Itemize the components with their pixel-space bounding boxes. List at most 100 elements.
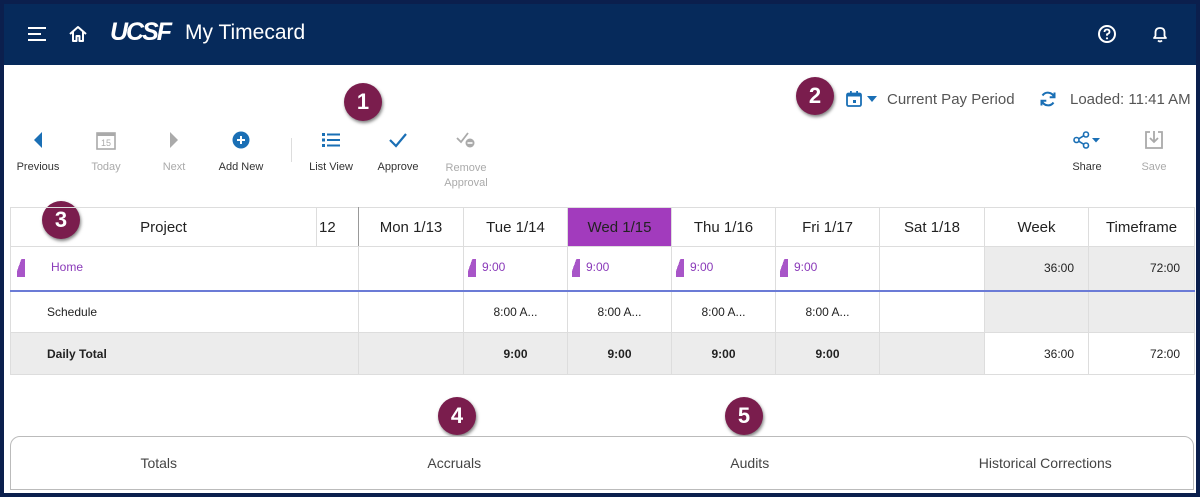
day-cell[interactable]: 9:00 <box>671 246 776 292</box>
add-new-button[interactable]: Add New <box>201 128 281 173</box>
day-cell[interactable]: 9:00 <box>775 246 880 292</box>
entry-flag-icon <box>780 259 788 278</box>
week-total-cell: 36:00 <box>984 246 1089 292</box>
day-cell[interactable] <box>358 246 464 292</box>
help-icon[interactable] <box>1095 22 1119 46</box>
list-view-button[interactable]: List View <box>291 128 371 173</box>
remove-approval-button[interactable]: Remove Approval <box>426 128 506 191</box>
day-cell <box>358 290 464 333</box>
save-icon <box>1114 128 1194 152</box>
arrow-left-icon <box>4 128 78 152</box>
add-new-label: Add New <box>218 161 264 173</box>
loaded-status: Loaded: 11:41 AM <box>1038 88 1191 110</box>
column-header-timeframe: Timeframe <box>1088 207 1195 247</box>
column-header-day[interactable]: Thu 1/16 <box>671 207 776 247</box>
column-header-day[interactable]: Sat 1/18 <box>879 207 985 247</box>
timecard-grid: Project 12 Mon 1/13 Tue 1/14 Wed 1/15 Th… <box>10 207 1195 375</box>
calendar-icon <box>845 90 863 108</box>
schedule-cell[interactable]: 8:00 A... <box>775 290 880 333</box>
schedule-cell[interactable]: 8:00 A... <box>463 290 568 333</box>
column-header-day[interactable]: Tue 1/14 <box>463 207 568 247</box>
tab-totals[interactable]: Totals <box>140 455 178 471</box>
day-cell[interactable] <box>879 246 985 292</box>
grid-header-row: Project 12 Mon 1/13 Tue 1/14 Wed 1/15 Th… <box>10 207 1195 247</box>
timeframe-total-cell <box>1088 290 1195 333</box>
refresh-icon[interactable] <box>1038 89 1058 109</box>
home-icon[interactable] <box>66 22 90 46</box>
table-row: Home 9:00 9:00 9:00 9:00 36:00 72:00 <box>10 246 1195 292</box>
previous-label: Previous <box>16 161 60 173</box>
menu-icon[interactable] <box>26 22 50 46</box>
ucsf-logo: UCSF <box>110 18 172 46</box>
save-button[interactable]: Save <box>1114 128 1194 173</box>
day-cell[interactable]: 9:00 <box>463 246 568 292</box>
total-cell: 9:00 <box>671 332 776 375</box>
week-total-cell <box>984 290 1089 333</box>
column-header-week: Week <box>984 207 1089 247</box>
today-button[interactable]: 15 Today <box>66 128 146 173</box>
save-label: Save <box>1141 161 1167 173</box>
plus-circle-icon <box>201 128 281 152</box>
schedule-cell[interactable]: 8:00 A... <box>671 290 776 333</box>
tab-accruals[interactable]: Accruals <box>427 455 482 471</box>
total-cell: 9:00 <box>463 332 568 375</box>
column-header-partial: 12 <box>316 207 359 247</box>
top-bar: UCSF My Timecard <box>4 4 1196 65</box>
approve-label: Approve <box>377 161 419 173</box>
project-link[interactable]: Home <box>51 260 84 275</box>
total-cell <box>879 332 985 375</box>
column-header-day[interactable]: Mon 1/13 <box>358 207 464 247</box>
svg-text:15: 15 <box>101 138 111 148</box>
column-header-project[interactable]: Project <box>10 207 317 247</box>
bottom-tab-bar: Totals Accruals Audits Historical Correc… <box>10 436 1194 490</box>
remove-approval-icon <box>426 128 506 152</box>
day-cell[interactable]: 9:00 <box>567 246 672 292</box>
chevron-down-icon <box>867 96 877 102</box>
list-icon <box>291 128 371 152</box>
project-cell[interactable]: Home <box>10 246 359 292</box>
daily-total-label: Daily Total <box>10 332 359 375</box>
callout-5: 5 <box>725 397 763 435</box>
column-header-day[interactable]: Fri 1/17 <box>775 207 880 247</box>
entry-flag-icon <box>676 259 684 278</box>
share-icon <box>1047 128 1127 152</box>
callout-1: 1 <box>344 83 382 121</box>
project-cell: Schedule <box>10 290 359 333</box>
total-cell <box>358 332 464 375</box>
arrow-right-icon <box>134 128 214 152</box>
timecard-window: UCSF My Timecard 1 2 3 4 5 Current Pay P… <box>4 4 1196 493</box>
entry-flag-icon <box>17 259 25 278</box>
timeframe-total-cell: 72:00 <box>1088 332 1195 375</box>
timeframe-total-cell: 72:00 <box>1088 246 1195 292</box>
loaded-time: Loaded: 11:41 AM <box>1070 90 1191 108</box>
schedule-cell[interactable]: 8:00 A... <box>567 290 672 333</box>
calendar-today-icon: 15 <box>66 128 146 152</box>
day-cell <box>879 290 985 333</box>
next-button[interactable]: Next <box>134 128 214 173</box>
entry-flag-icon <box>468 259 476 278</box>
entry-flag-icon <box>572 259 580 278</box>
tab-audits[interactable]: Audits <box>730 455 770 471</box>
next-label: Next <box>162 161 186 173</box>
total-cell: 9:00 <box>567 332 672 375</box>
bell-icon[interactable] <box>1148 22 1172 46</box>
today-label: Today <box>91 161 121 173</box>
approve-button[interactable]: Approve <box>358 128 438 173</box>
callout-2: 2 <box>796 77 834 115</box>
daily-total-row: Daily Total 9:00 9:00 9:00 9:00 36:00 72… <box>10 332 1195 375</box>
table-row: Schedule 8:00 A... 8:00 A... 8:00 A... 8… <box>10 290 1195 333</box>
column-header-day-selected[interactable]: Wed 1/15 <box>567 207 672 247</box>
total-cell: 9:00 <box>775 332 880 375</box>
previous-button[interactable]: Previous <box>4 128 78 173</box>
pay-period-selector[interactable]: Current Pay Period <box>845 88 1015 110</box>
pay-period-label: Current Pay Period <box>887 90 1015 108</box>
week-total-cell: 36:00 <box>984 332 1089 375</box>
page-title: My Timecard <box>185 21 306 44</box>
share-button[interactable]: Share <box>1047 128 1127 173</box>
toolbar-divider <box>291 138 292 162</box>
share-label: Share <box>1072 161 1102 173</box>
callout-4: 4 <box>438 397 476 435</box>
remove-approval-label: Remove Approval <box>444 162 488 189</box>
checkmark-icon <box>358 128 438 152</box>
tab-historical-corrections[interactable]: Historical Corrections <box>978 455 1112 471</box>
